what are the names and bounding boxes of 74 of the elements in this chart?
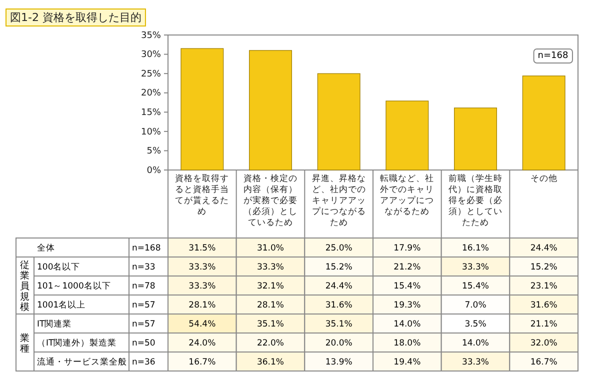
data-label: 14.0% — [394, 320, 421, 330]
data-label: 15.4% — [394, 282, 421, 292]
data-label: 15.2% — [325, 262, 352, 272]
data-label: 36.1% — [256, 358, 284, 368]
y-tick-label: 35% — [140, 30, 162, 41]
text: 従業員規模 — [20, 259, 30, 313]
data-label: 15.4% — [462, 282, 490, 292]
x-tick-label: 昇進、昇格など、社内でのキャリアアップにつながるため — [312, 173, 366, 228]
text: 図1-2 資格を取得した目的 — [10, 11, 142, 24]
data-label: 31.6% — [325, 300, 352, 310]
data-label: 54.4% — [188, 320, 216, 330]
data-label: 7.0% — [464, 300, 486, 310]
data-label: 21.2% — [394, 262, 421, 272]
data-label: 15.2% — [530, 262, 558, 272]
data-label: 31.5% — [188, 244, 216, 254]
data-label: 19.4% — [394, 358, 421, 368]
data-label: 31.0% — [256, 244, 284, 254]
data-label: 32.1% — [256, 282, 284, 292]
y-tick-label: 全体 — [37, 242, 55, 254]
data-label: 24.4% — [530, 244, 558, 254]
data-label: 33.3% — [188, 262, 216, 272]
data-label: 33.3% — [256, 262, 284, 272]
data-label: 17.9% — [394, 244, 421, 254]
y-tick-label: 100名以下 — [37, 262, 80, 272]
y2-tick-label: n=57 — [132, 300, 156, 310]
data-label: 24.4% — [325, 282, 352, 292]
data-label: 18.0% — [394, 338, 421, 348]
y-tick-label: 101～1000名以下 — [37, 280, 111, 292]
x-tick-label: 資格・検定の内容（保有）が実務で必要（必須）としているため — [244, 173, 298, 228]
y-tick-label: 5% — [146, 146, 162, 157]
y-tick-label: （IT関連外）製造業 — [37, 338, 117, 348]
x-tick-label: 資格を取得すると資格手当てが貰えるため — [175, 173, 230, 217]
data-label: 21.1% — [530, 320, 558, 330]
x-tick-label: 転職など、社外でのキャリアアップにつながるため — [380, 173, 434, 217]
x-tick-label: 前職（学生時代）に資格取得を必要（必須）としていたため — [448, 173, 502, 228]
data-label: 16.7% — [188, 358, 216, 368]
data-label: 32.0% — [530, 338, 558, 348]
data-label: 33.3% — [462, 262, 490, 272]
annotation: n=168 — [538, 51, 568, 61]
data-label: 16.1% — [462, 244, 490, 254]
y-tick-label: 1001名以上 — [37, 300, 86, 310]
data-label: 22.0% — [256, 338, 284, 348]
y-tick-label: 15% — [140, 108, 162, 118]
y-tick-label: 流通・サービス業全般 — [37, 356, 127, 368]
y2-tick-label: n=78 — [132, 282, 156, 292]
data-label: 19.3% — [394, 300, 421, 310]
data-label: 23.1% — [530, 282, 558, 292]
data-label: 25.0% — [325, 244, 352, 254]
data-label: 33.3% — [462, 358, 490, 368]
y-tick-label: 10% — [140, 127, 162, 138]
data-label: 35.1% — [325, 320, 352, 330]
y2-tick-label: n=57 — [132, 320, 156, 330]
data-label: 3.5% — [464, 320, 486, 330]
y-tick-label: 0% — [146, 166, 162, 176]
data-label: 28.1% — [256, 300, 284, 310]
y-tick-label: IT関連業 — [37, 318, 72, 330]
data-label: 31.6% — [530, 300, 558, 310]
data-label: 14.0% — [462, 338, 490, 348]
data-label: 35.1% — [256, 320, 284, 330]
data-label: 24.0% — [188, 338, 216, 348]
x-tick-label: その他 — [530, 173, 558, 184]
data-label: 13.9% — [325, 358, 352, 368]
data-label: 20.0% — [325, 338, 352, 348]
y2-tick-label: n=36 — [132, 358, 156, 368]
data-label: 33.3% — [188, 282, 216, 292]
y2-tick-label: n=168 — [132, 244, 161, 254]
text: 業種 — [20, 332, 30, 354]
y2-tick-label: n=50 — [132, 338, 156, 348]
data-label: 28.1% — [188, 300, 216, 310]
y2-tick-label: n=33 — [132, 262, 156, 272]
y-tick-label: 25% — [140, 69, 162, 80]
y-tick-label: 30% — [140, 50, 162, 60]
y-tick-label: 20% — [140, 88, 162, 99]
data-label: 16.7% — [530, 358, 558, 368]
